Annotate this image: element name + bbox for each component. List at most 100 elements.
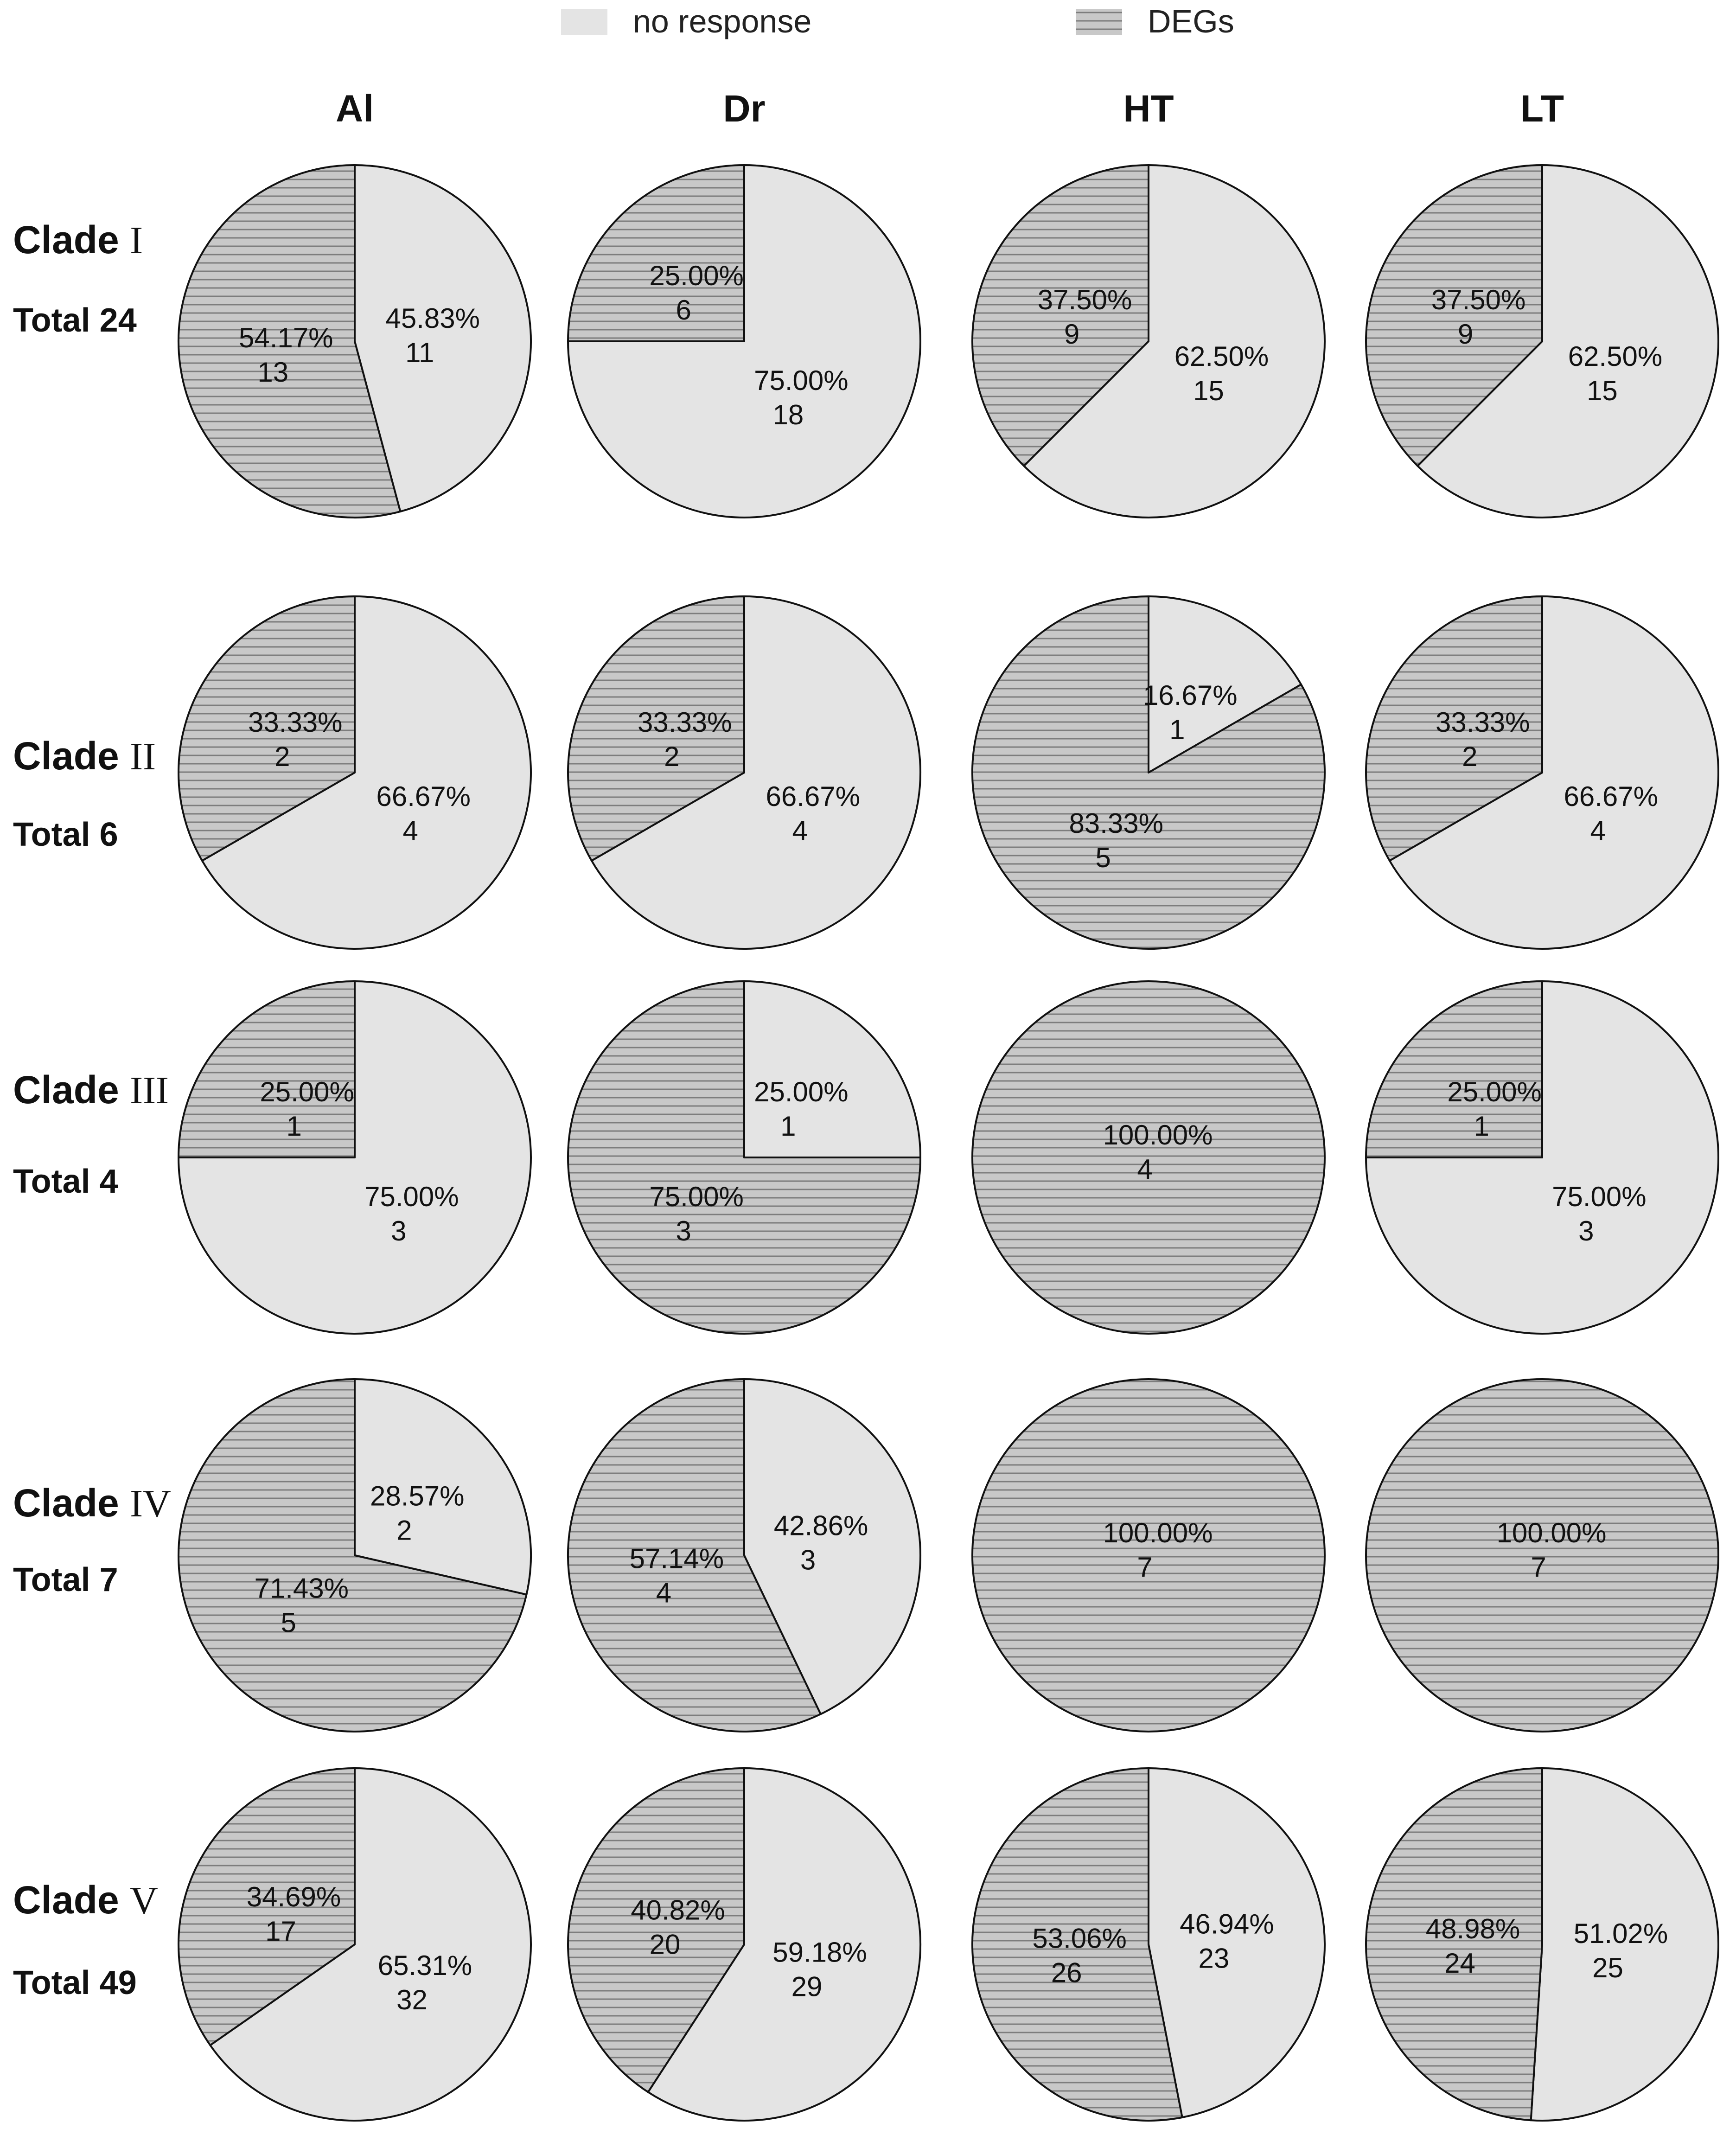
- pie-clade-iv-ht: 100.00% 7: [971, 1378, 1326, 1732]
- pie-clade-iv-al-no-response-slice: [354, 1378, 532, 1596]
- pie-clade-iv-al-degs-count-label: 5: [281, 1607, 296, 1638]
- pie-clade-ii-lt-no-response-slice: [1388, 595, 1719, 950]
- pie-clade-ii-al-no-response-count-label: 4: [403, 815, 418, 846]
- legend-swatch-degs: [1076, 9, 1122, 35]
- pie-clade-v-al-no-response-slice: [209, 1767, 532, 2122]
- pie-clade-v-dr-degs-slice: [567, 1767, 745, 2093]
- pie-clade-ii-ht-degs-slice: [971, 595, 1326, 950]
- row-total-label-ii: Total 6: [13, 816, 118, 853]
- pie-clade-ii-al-degs-count-label: 2: [274, 741, 290, 772]
- pie-clade-i-ht-degs-count-label: 9: [1064, 319, 1079, 350]
- row-clade-label-v: Clade V: [13, 1878, 158, 1922]
- pie-clade-iii-dr-degs-pct-label: 75.00%: [649, 1181, 744, 1212]
- pie-clade-ii-ht-no-response-count-label: 1: [1169, 714, 1185, 745]
- pie-clade-ii-lt: 66.67%4 33.33%2: [1365, 595, 1719, 950]
- pie-clade-ii-dr-degs-pct-label: 33.33%: [638, 707, 732, 738]
- pie-clade-i-al-degs-count-label: 13: [257, 357, 288, 388]
- pie-clade-iv-al-degs-slice: [178, 1378, 528, 1732]
- pie-clade-i-ht-degs-slice: [971, 164, 1149, 467]
- pie-clade-ii-dr: 66.67%4 33.33%2: [567, 595, 921, 950]
- pie-clade-v-ht-no-response-pct-label: 46.94%: [1180, 1909, 1274, 1940]
- pie-clade-ii-al-degs-slice: [178, 595, 356, 862]
- pie-clade-i-lt: 62.50%15 37.50% 9: [1365, 164, 1719, 518]
- pie-clade-ii-al-no-response-slice: [201, 595, 532, 950]
- pie-clade-iv-al-no-response-count-label: 2: [396, 1515, 412, 1546]
- pie-clade-iii-ht: 100.00%4: [971, 980, 1326, 1335]
- pie-clade-v-ht: 46.94%23 53.06%26: [971, 1767, 1326, 2122]
- pie-clade-i-al-no-response-slice: [354, 164, 532, 513]
- column-header-al: Al: [336, 88, 374, 130]
- pie-clade-iii-al-degs-pct-label: 25.00%: [260, 1076, 354, 1107]
- pie-clade-i-lt-no-response-count-label: 15: [1587, 375, 1618, 406]
- pie-clade-iv-dr-no-response-pct-label: 42.86%: [774, 1510, 868, 1541]
- pie-clade-v-lt-degs-count-label: 24: [1444, 1948, 1475, 1979]
- pie-clade-iii-dr-degs-count-label: 3: [676, 1215, 691, 1246]
- pie-clade-ii-ht: 16.67%1 83.33%5: [971, 595, 1326, 950]
- pie-clade-ii-ht-no-response-slice: [1148, 595, 1302, 773]
- pie-clade-v-ht-degs-count-label: 26: [1051, 1957, 1082, 1988]
- pie-clade-i-ht-no-response-slice: [1023, 164, 1326, 518]
- pie-clade-i-dr-degs-pct-label: 25.00%: [649, 260, 744, 291]
- pie-clade-iii-al-no-response-pct-label: 75.00%: [364, 1181, 459, 1212]
- pie-clade-ii-dr-no-response-pct-label: 66.67%: [766, 781, 860, 812]
- pie-clade-iii-dr-no-response-slice: [743, 980, 921, 1158]
- legend-swatch-no-response: [561, 9, 607, 35]
- pie-clade-i-lt-no-response-slice: [1417, 164, 1719, 518]
- pie-clade-ii-al-no-response-pct-label: 66.67%: [376, 781, 471, 812]
- row-total-label-iv: Total 7: [13, 1561, 118, 1598]
- pie-clade-v-ht-degs-slice: [971, 1767, 1183, 2122]
- row-clade-label-ii: Clade II: [13, 734, 156, 778]
- pie-clade-iv-dr-degs-slice: [567, 1378, 822, 1732]
- pie-clade-iv-al: 28.57% 2 71.43%5: [178, 1378, 532, 1732]
- pie-clade-i-dr-degs-slice: [567, 164, 745, 342]
- pie-clade-iv-dr-no-response-slice: [743, 1378, 921, 1715]
- pie-clade-iii-al-degs-count-label: 1: [286, 1111, 301, 1142]
- row-clade-label-iv: Clade IV: [13, 1481, 171, 1525]
- pie-clade-iii-dr-degs-slice: [567, 980, 921, 1335]
- pie-clade-iv-dr-no-response-count-label: 3: [800, 1544, 816, 1575]
- pie-clade-iii-al-degs-slice: [178, 980, 356, 1158]
- row-total-label-i: Total 24: [13, 302, 137, 339]
- pie-clade-v-dr: 59.18%29 40.82%20: [567, 1767, 921, 2122]
- pie-clade-iv-al-degs-pct-label: 71.43%: [254, 1573, 349, 1604]
- row-labels: Clade I Total 24 Clade II Total 6 Clade III T…: [13, 218, 171, 2001]
- pie-clade-v-ht-no-response-slice: [1148, 1767, 1326, 2118]
- pie-clade-iii-dr: 25.00% 1 75.00%3: [567, 980, 921, 1335]
- pie-clade-iii-al: 75.00%3 25.00% 1: [178, 980, 532, 1335]
- pie-clade-v-dr-degs-count-label: 20: [650, 1929, 681, 1960]
- pie-clade-iii-lt-degs-pct-label: 25.00%: [1447, 1076, 1542, 1107]
- pie-clade-iv-al-no-response-pct-label: 28.57%: [370, 1480, 465, 1511]
- pie-clade-iv-ht-degs-slice: [971, 1378, 1326, 1732]
- pie-clade-i-al-degs-slice: [177, 164, 402, 518]
- pie-clade-i-dr-no-response-count-label: 18: [772, 399, 804, 430]
- pie-clade-iii-ht-degs-count-label: 4: [1137, 1154, 1152, 1185]
- pie-clade-iv-dr: 42.86%3 57.14% 4: [567, 1378, 921, 1732]
- legend: no response DEGs: [561, 3, 1234, 39]
- pie-clade-v-dr-no-response-pct-label: 59.18%: [772, 1937, 867, 1968]
- pie-clade-ii-ht-no-response-pct-label: 16.67%: [1143, 680, 1238, 711]
- pie-clade-i-al-no-response-count-label: 11: [405, 337, 434, 368]
- pie-clade-i-lt-degs-slice: [1365, 164, 1543, 467]
- pie-clade-v-al-no-response-pct-label: 65.31%: [378, 1950, 472, 1981]
- pie-clade-iii-lt-no-response-count-label: 3: [1578, 1215, 1594, 1246]
- pie-clade-ii-dr-no-response-slice: [590, 595, 921, 950]
- pie-clade-iv-dr-degs-count-label: 4: [656, 1578, 671, 1609]
- pie-clade-i-al-no-response-pct-label: 45.83%: [385, 303, 480, 334]
- pie-clade-iii-lt-no-response-pct-label: 75.00%: [1552, 1181, 1647, 1212]
- pie-clade-v-al-degs-pct-label: 34.69%: [247, 1881, 341, 1912]
- pie-clade-v-lt-no-response-pct-label: 51.02%: [1574, 1918, 1668, 1949]
- pie-clade-iv-ht-degs-pct-label: 100.00%: [1103, 1517, 1213, 1548]
- pie-clade-v-lt-degs-slice: [1365, 1767, 1543, 2122]
- pie-clade-v-lt-no-response-slice: [1530, 1767, 1719, 2122]
- pie-clade-ii-lt-degs-slice: [1365, 595, 1543, 862]
- pie-clade-v-dr-no-response-count-label: 29: [791, 1971, 823, 2002]
- pie-clade-i-ht-degs-pct-label: 37.50%: [1038, 284, 1132, 315]
- pie-clade-ii-dr-no-response-count-label: 4: [792, 815, 808, 846]
- row-clade-label-iii: Clade III: [13, 1068, 169, 1112]
- pie-clade-v-lt-degs-pct-label: 48.98%: [1426, 1913, 1520, 1944]
- pie-clade-v-al-degs-count-label: 17: [265, 1916, 296, 1947]
- pie-clade-iv-dr-degs-pct-label: 57.14%: [630, 1543, 724, 1574]
- pie-clade-i-al-degs-pct-label: 54.17%: [239, 322, 333, 353]
